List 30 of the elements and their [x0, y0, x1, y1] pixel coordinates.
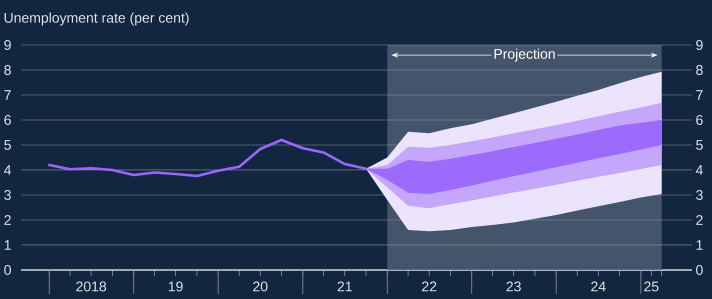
y2-tick-label: 0	[696, 265, 703, 275]
y2-tick-label: 1	[696, 240, 703, 250]
x-tick-label: 23	[506, 282, 521, 292]
y2-tick-label: 2	[696, 215, 703, 225]
y-tick-label: 9	[4, 40, 11, 50]
y-axis-title: Unemployment rate (per cent)	[4, 12, 189, 26]
y-tick-label: 1	[4, 240, 11, 250]
x-tick-label: 20	[253, 282, 268, 292]
x-tick-label: 25	[644, 282, 658, 292]
band-label: Projection	[494, 48, 555, 62]
x-tick-label: 21	[338, 282, 352, 292]
y2-tick-label: 9	[696, 40, 703, 50]
y-tick-label: 2	[4, 215, 11, 225]
x-tick-label: 19	[168, 282, 183, 292]
x-tick-label: 2018	[76, 282, 106, 292]
y-tick-label: 5	[4, 140, 11, 150]
x-tick-label: 22	[422, 282, 436, 292]
y-tick-label: 7	[4, 90, 11, 100]
x-tick-label: 24	[591, 282, 606, 292]
y2-tick-label: 3	[696, 190, 703, 200]
y2-tick-label: 7	[696, 90, 703, 100]
y-tick-label: 6	[4, 115, 11, 125]
y2-tick-label: 5	[696, 140, 703, 150]
y2-tick-label: 6	[696, 115, 703, 125]
y2-tick-label: 8	[696, 65, 703, 75]
y-tick-label: 0	[4, 265, 11, 275]
y-tick-label: 3	[4, 190, 11, 200]
y-tick-label: 8	[4, 65, 11, 75]
y2-tick-label: 4	[696, 165, 703, 175]
y-tick-label: 4	[4, 165, 12, 175]
